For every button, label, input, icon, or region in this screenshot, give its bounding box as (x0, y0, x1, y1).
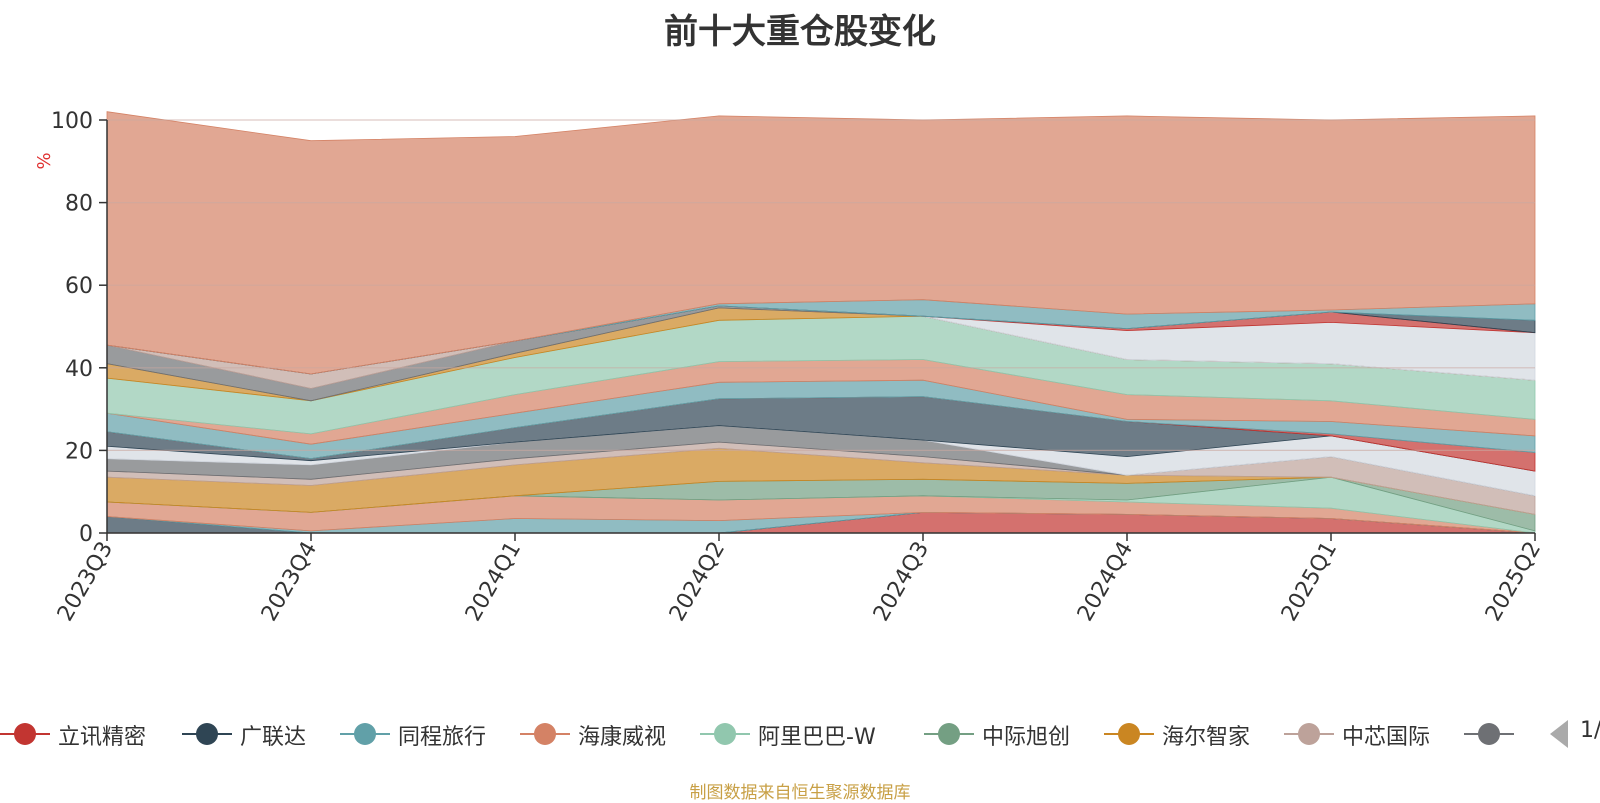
legend-item[interactable]: 中芯国际 (1284, 712, 1454, 756)
x-tick-label: 2025Q2 (1481, 538, 1546, 626)
legend-item[interactable]: 海尔智家 (1104, 712, 1274, 756)
y-tick-label: 60 (65, 274, 93, 299)
legend-item[interactable]: 阿里巴巴-W (700, 712, 914, 756)
area-series (106, 111, 1536, 534)
legend-marker-icon (182, 723, 232, 745)
legend-label: 立讯精密 (58, 725, 147, 750)
stacked-area-chart: 0 20 40 60 80 100 2023Q3 2023Q4 2024Q1 2024Q2 2024… (34, 109, 1546, 626)
y-axis-label: % (34, 152, 55, 169)
legend-marker-icon (700, 723, 750, 745)
legend-label: 阿里巴巴-W (758, 725, 876, 750)
y-tick-label: 100 (51, 109, 93, 134)
legend-marker-icon (924, 723, 974, 745)
legend-item[interactable]: 立讯精密 (0, 712, 170, 756)
x-tick-label: 2024Q1 (461, 538, 526, 626)
x-tick-label: 2023Q4 (257, 538, 322, 626)
legend-item[interactable]: 广联达 (182, 712, 330, 756)
x-tick-label: 2025Q1 (1277, 538, 1342, 626)
legend-marker-icon (0, 723, 50, 745)
legend-item[interactable]: 同程旅行 (340, 712, 510, 756)
legend-marker-icon (1104, 723, 1154, 745)
y-tick-label: 40 (65, 357, 93, 382)
x-tick-label: 2024Q4 (1073, 538, 1138, 626)
legend-marker-icon (340, 723, 390, 745)
legend-marker-icon (520, 723, 570, 745)
x-tick-label: 2024Q3 (869, 538, 934, 626)
chart-title: 前十大重仓股变化 (664, 12, 936, 52)
y-tick-label: 20 (65, 439, 93, 464)
x-tick-label: 2023Q3 (53, 538, 118, 626)
legend-marker-icon (1284, 723, 1334, 745)
y-tick-label: 80 (65, 192, 93, 217)
legend-label: 同程旅行 (398, 725, 487, 750)
legend-label: 海尔智家 (1162, 725, 1251, 750)
legend-item[interactable]: 中际旭创 (924, 712, 1094, 756)
legend-label: 海康威视 (578, 725, 667, 750)
legend-label: 中芯国际 (1342, 725, 1431, 750)
legend-page-indicator: 1/4 (1580, 718, 1600, 743)
legend: 立讯精密 广联达 同程旅行 海康威视 阿里巴巴-W 中际旭创 海尔智家 中芯国际 1/4 (0, 712, 1600, 756)
legend-label: 中际旭创 (982, 725, 1071, 750)
area-series-23 (106, 111, 1536, 375)
legend-prev-icon[interactable] (1548, 718, 1570, 750)
y-tick-label: 0 (79, 522, 93, 547)
legend-label: 广联达 (240, 725, 307, 750)
data-source-note: 制图数据来自恒生聚源数据库 (689, 783, 911, 803)
legend-item[interactable]: 海康威视 (520, 712, 690, 756)
legend-marker-icon (1464, 723, 1514, 745)
x-tick-label: 2024Q2 (665, 538, 730, 626)
legend-item[interactable] (1464, 712, 1522, 756)
